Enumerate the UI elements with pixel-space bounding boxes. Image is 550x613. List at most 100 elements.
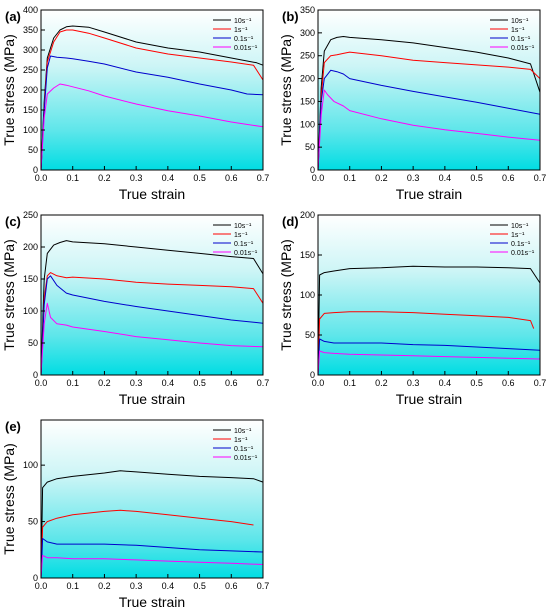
x-tick-label: 0.5 bbox=[470, 173, 483, 183]
plot-background bbox=[318, 10, 540, 170]
x-tick-label: 0.2 bbox=[98, 581, 111, 591]
y-tick-label: 250 bbox=[23, 65, 38, 75]
plot-background bbox=[318, 215, 540, 375]
legend-label: 1s⁻¹ bbox=[511, 232, 525, 239]
legend-label: 10s⁻¹ bbox=[511, 223, 529, 230]
legend-label: 0.1s⁻¹ bbox=[234, 36, 254, 43]
x-axis-title: True strain bbox=[396, 391, 462, 407]
x-tick-label: 0.3 bbox=[130, 378, 143, 388]
panel-label: (c) bbox=[5, 214, 21, 229]
series-line bbox=[317, 338, 541, 376]
series-line bbox=[317, 89, 541, 171]
legend-label: 0.01s⁻¹ bbox=[234, 455, 258, 462]
y-tick-label: 50 bbox=[305, 142, 315, 152]
x-tick-label: 0.7 bbox=[257, 173, 270, 183]
y-axis-title: True stress (MPa) bbox=[1, 34, 17, 146]
series-line bbox=[40, 29, 264, 171]
y-axis-title: True stress (MPa) bbox=[278, 34, 294, 146]
chart-panel: 0.0 0.1 0.2 0.3 0.4 0.5 0.6 0.7 0 50 100 True strai… bbox=[1, 419, 269, 610]
y-tick-label: 200 bbox=[300, 74, 315, 84]
x-tick-label: 0.3 bbox=[407, 378, 420, 388]
y-tick-label: 200 bbox=[23, 85, 38, 95]
x-tick-label: 0.0 bbox=[312, 378, 325, 388]
legend-label: 0.01s⁻¹ bbox=[234, 250, 258, 257]
y-tick-label: 250 bbox=[23, 210, 38, 220]
y-tick-label: 0 bbox=[310, 370, 315, 380]
y-tick-label: 350 bbox=[300, 5, 315, 15]
series-line bbox=[40, 240, 264, 376]
x-tick-label: 0.1 bbox=[66, 581, 79, 591]
x-tick-label: 0.3 bbox=[130, 581, 143, 591]
legend-label: 0.01s⁻¹ bbox=[234, 45, 258, 52]
x-tick-label: 0.6 bbox=[225, 378, 238, 388]
x-tick-label: 0.5 bbox=[193, 173, 206, 183]
y-tick-label: 0 bbox=[33, 370, 38, 380]
x-tick-label: 0.5 bbox=[193, 581, 206, 591]
x-axis-title: True strain bbox=[119, 186, 185, 202]
series-line bbox=[317, 350, 541, 376]
series-line bbox=[317, 265, 541, 376]
series-line bbox=[40, 275, 264, 376]
plot-background bbox=[41, 10, 263, 170]
y-tick-label: 200 bbox=[23, 242, 38, 252]
y-tick-label: 200 bbox=[300, 210, 315, 220]
y-tick-label: 100 bbox=[23, 460, 38, 470]
x-tick-label: 0.5 bbox=[470, 378, 483, 388]
legend-label: 1s⁻¹ bbox=[234, 437, 248, 444]
y-axis-title: True stress (MPa) bbox=[278, 239, 294, 351]
legend-label: 0.1s⁻¹ bbox=[234, 241, 254, 248]
legend-label: 10s⁻¹ bbox=[234, 18, 252, 25]
plot-frame bbox=[40, 214, 264, 376]
y-tick-label: 100 bbox=[23, 306, 38, 316]
series-line bbox=[40, 538, 264, 579]
x-tick-label: 0.7 bbox=[257, 581, 270, 591]
y-tick-label: 150 bbox=[300, 96, 315, 106]
legend-label: 1s⁻¹ bbox=[234, 232, 248, 239]
x-tick-label: 0.4 bbox=[439, 173, 452, 183]
y-tick-label: 100 bbox=[23, 125, 38, 135]
legend-label: 0.1s⁻¹ bbox=[511, 36, 531, 43]
x-tick-label: 0.1 bbox=[66, 173, 79, 183]
series-line bbox=[40, 302, 264, 376]
x-tick-label: 0.3 bbox=[407, 173, 420, 183]
y-tick-label: 50 bbox=[28, 517, 38, 527]
y-tick-label: 0 bbox=[33, 573, 38, 583]
x-tick-label: 0.6 bbox=[225, 173, 238, 183]
plot-frame bbox=[40, 419, 264, 579]
series-line bbox=[40, 470, 264, 579]
plot-frame bbox=[317, 9, 541, 171]
y-tick-label: 150 bbox=[23, 274, 38, 284]
x-tick-label: 0.2 bbox=[375, 378, 388, 388]
x-tick-label: 0.4 bbox=[439, 378, 452, 388]
series-line bbox=[40, 272, 264, 376]
x-tick-label: 0.4 bbox=[162, 581, 175, 591]
y-tick-label: 400 bbox=[23, 5, 38, 15]
y-tick-label: 150 bbox=[300, 250, 315, 260]
x-tick-label: 0.0 bbox=[312, 173, 325, 183]
x-tick-label: 0.6 bbox=[225, 581, 238, 591]
chart-panel: 0.0 0.1 0.2 0.3 0.4 0.5 0.6 0.7 0 50 100 150 200 True… bbox=[278, 210, 546, 407]
series-line bbox=[40, 554, 264, 579]
y-tick-label: 100 bbox=[300, 119, 315, 129]
series-line bbox=[40, 55, 264, 171]
plot-background bbox=[41, 215, 263, 375]
series-line bbox=[40, 83, 264, 171]
legend-label: 0.1s⁻¹ bbox=[511, 241, 531, 248]
panel-label: (b) bbox=[282, 9, 299, 24]
legend-label: 1s⁻¹ bbox=[234, 27, 248, 34]
x-tick-label: 0.1 bbox=[343, 173, 356, 183]
x-axis-title: True strain bbox=[396, 186, 462, 202]
y-tick-label: 150 bbox=[23, 105, 38, 115]
legend-label: 1s⁻¹ bbox=[511, 27, 525, 34]
y-axis-title: True stress (MPa) bbox=[1, 239, 17, 351]
x-tick-label: 0.4 bbox=[162, 378, 175, 388]
y-tick-label: 300 bbox=[300, 28, 315, 38]
x-tick-label: 0.2 bbox=[375, 173, 388, 183]
legend-label: 0.1s⁻¹ bbox=[234, 446, 254, 453]
series-line bbox=[40, 25, 264, 171]
x-tick-label: 0.2 bbox=[98, 378, 111, 388]
series-line bbox=[317, 51, 541, 171]
legend-label: 10s⁻¹ bbox=[234, 428, 252, 435]
legend-label: 10s⁻¹ bbox=[234, 223, 252, 230]
